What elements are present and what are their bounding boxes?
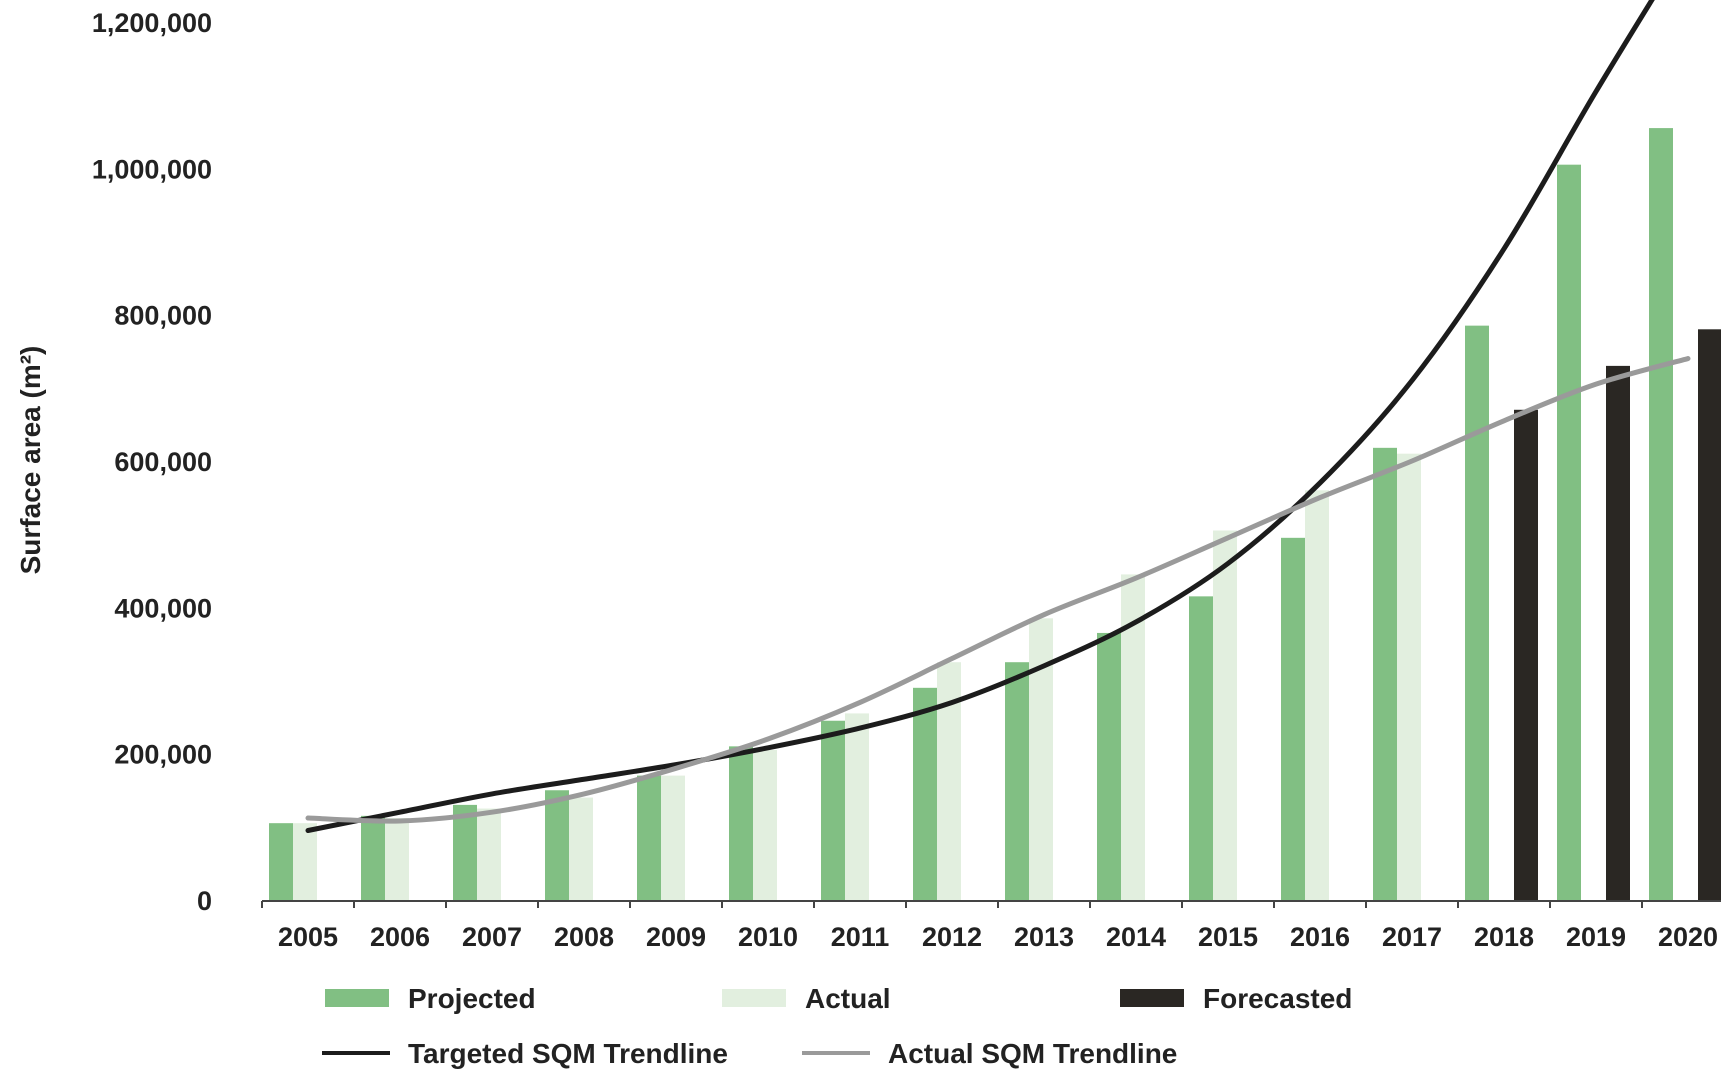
bar-projected-2018 [1465, 325, 1489, 900]
x-tick-label: 2007 [462, 922, 522, 952]
legend-swatch-actual [722, 989, 786, 1007]
bar-actual-2012 [937, 662, 961, 900]
bar-projected-2008 [545, 790, 569, 900]
legend-label-actual-sqm-trendline: Actual SQM Trendline [888, 1038, 1177, 1069]
y-tick-label: 800,000 [114, 301, 212, 331]
y-axis-label: Surface area (m²) [15, 346, 46, 575]
bar-forecasted-2019 [1606, 365, 1630, 901]
trendlines [305, 0, 1691, 833]
bars [269, 128, 1721, 901]
y-tick-label: 1,200,000 [92, 8, 212, 38]
x-tick-label: 2006 [370, 922, 430, 952]
bar-projected-2012 [913, 687, 937, 900]
bar-projected-2011 [821, 720, 845, 900]
actual-trendline [305, 356, 1691, 824]
legend-swatch-projected [325, 989, 389, 1007]
bar-projected-2015 [1189, 596, 1213, 900]
bar-projected-2005 [269, 823, 293, 900]
legend: Projected Actual Forecasted Targeted SQM Tr… [322, 983, 1352, 1069]
bar-actual-2009 [661, 775, 685, 900]
x-tick-label: 2005 [278, 922, 338, 952]
legend-swatch-forecasted [1120, 989, 1184, 1007]
targeted-trendline [305, 0, 1655, 833]
x-tick-label: 2016 [1290, 922, 1350, 952]
bar-actual-2015 [1213, 530, 1237, 900]
bar-actual-2005 [293, 823, 317, 900]
x-tick-label: 2011 [831, 922, 890, 952]
x-tick-label: 2014 [1106, 922, 1166, 952]
bar-actual-2017 [1397, 453, 1421, 900]
bar-projected-2006 [361, 815, 385, 900]
bar-projected-2017 [1373, 447, 1397, 900]
y-tick-label: 200,000 [114, 740, 212, 770]
legend-label-projected: Projected [408, 983, 536, 1014]
bar-actual-2016 [1305, 490, 1329, 900]
y-tick-label: 400,000 [114, 593, 212, 623]
x-tick-label: 2013 [1014, 922, 1074, 952]
bar-actual-2010 [753, 750, 777, 900]
x-tick-label: 2010 [738, 922, 798, 952]
legend-label-actual: Actual [805, 983, 891, 1014]
x-tick-label: 2009 [646, 922, 706, 952]
x-tick-label: 2012 [922, 922, 982, 952]
x-tick-label: 2015 [1198, 922, 1258, 952]
bar-projected-2014 [1097, 632, 1121, 900]
y-ticks: 0 200,000 400,000 600,000 800,000 1,000,000 1,… [92, 8, 212, 916]
x-tick-label: 2017 [1382, 922, 1442, 952]
x-tick-label: 2008 [554, 922, 614, 952]
bar-projected-2009 [637, 775, 661, 900]
bar-actual-2011 [845, 713, 869, 900]
y-tick-label: 0 [197, 886, 212, 916]
x-axis: 2005 2006 2007 2008 2009 2010 2011 2012 2013 2014… [261, 900, 1721, 952]
bar-actual-2008 [569, 797, 593, 900]
bar-actual-2013 [1029, 618, 1053, 900]
legend-label-targeted-sqm-trendline: Targeted SQM Trendline [408, 1038, 728, 1069]
bar-projected-2016 [1281, 537, 1305, 900]
x-tick-label: 2019 [1566, 922, 1626, 952]
bar-forecasted-2020 [1698, 329, 1721, 900]
bar-projected-2013 [1005, 662, 1029, 900]
bar-projected-2019 [1557, 164, 1581, 901]
bar-actual-2007 [477, 808, 501, 900]
legend-label-forecasted: Forecasted [1203, 983, 1352, 1014]
bar-forecasted-2018 [1514, 409, 1538, 900]
x-tick-label: 2020 [1658, 922, 1718, 952]
y-tick-label: 600,000 [114, 447, 212, 477]
bar-projected-2007 [453, 804, 477, 900]
bar-projected-2010 [729, 746, 753, 900]
bar-projected-2020 [1649, 128, 1673, 900]
x-tick-label: 2018 [1474, 922, 1534, 952]
y-tick-label: 1,000,000 [92, 154, 212, 184]
bar-actual-2006 [385, 818, 409, 900]
